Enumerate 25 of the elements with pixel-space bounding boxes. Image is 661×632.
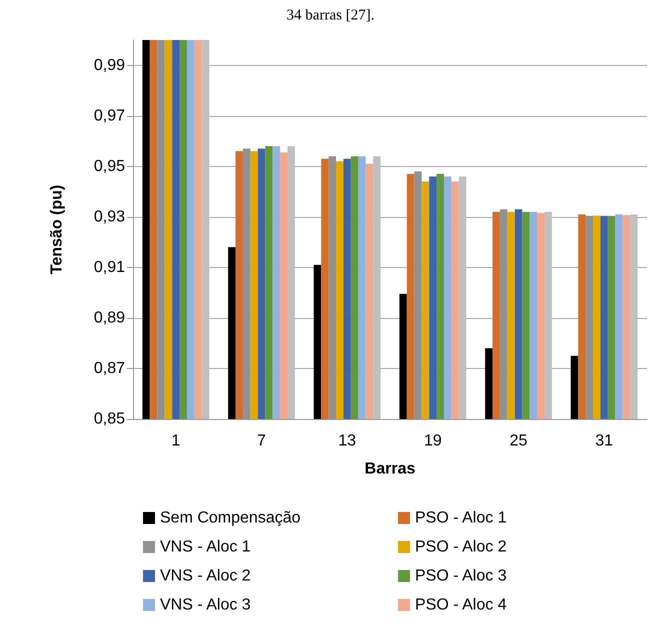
y-axis-title: Tensão (pu) [48, 184, 66, 274]
y-tick-label: 0,91 [94, 258, 126, 276]
x-axis-title: Barras [364, 460, 416, 478]
y-tick-label: 0,93 [94, 208, 126, 226]
legend-label: PSO - Aloc 4 [415, 596, 507, 614]
x-tick-label: 19 [424, 432, 442, 450]
legend-label: PSO - Aloc 3 [415, 568, 507, 584]
y-tick-label: 0,85 [94, 410, 126, 428]
y-tick-label: 0,87 [94, 360, 126, 377]
y-tick-label: 0,95 [94, 158, 126, 175]
y-tick-label: 0,97 [94, 107, 126, 124]
x-tick-label: 7 [257, 432, 266, 450]
legend-label: PSO - Aloc 2 [415, 538, 507, 556]
legend-label: Sem Compensação [160, 510, 301, 526]
legend-label: VNS - Aloc 1 [160, 538, 251, 556]
x-tick-label: 25 [510, 432, 528, 450]
y-tick-label: 0,89 [94, 309, 126, 326]
y-tick-label: 0,99 [94, 56, 126, 74]
x-tick-label: 13 [338, 432, 356, 450]
x-tick-label: 31 [595, 432, 614, 450]
text: 34 barras [27]. [286, 8, 374, 24]
x-tick-label: 1 [171, 432, 180, 450]
legend-label: VNS - Aloc 3 [160, 596, 251, 614]
legend-label: PSO - Aloc 1 [415, 510, 507, 526]
legend-label: VNS - Aloc 2 [160, 568, 251, 584]
